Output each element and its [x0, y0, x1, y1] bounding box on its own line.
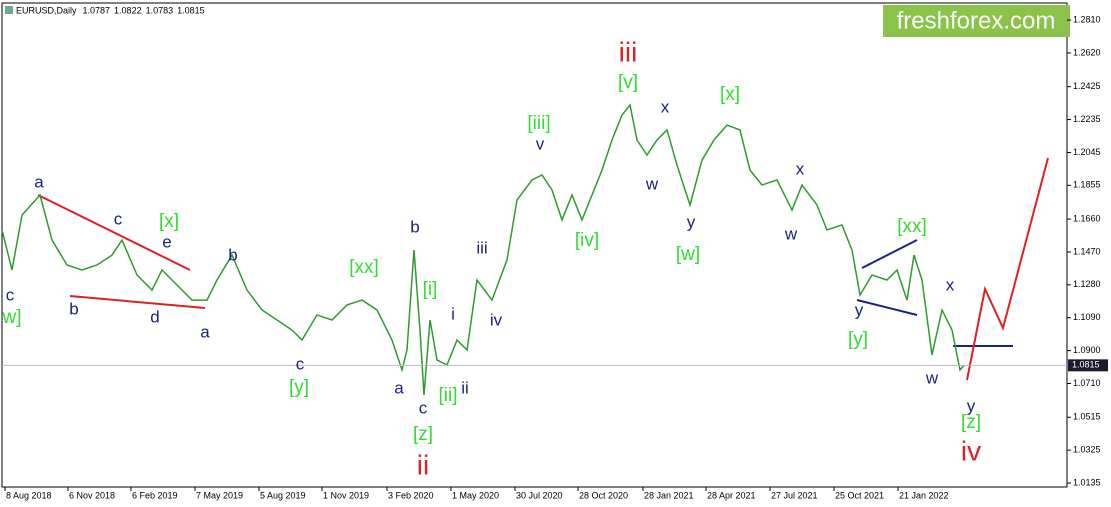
x-tick-label: 21 Jan 2022 — [899, 490, 949, 500]
ohlc-value: 1.0787 — [83, 5, 111, 15]
wave-label: [x] — [159, 211, 179, 232]
wave-label: iii — [619, 36, 638, 67]
y-tick-label: 1.0900 — [1073, 345, 1101, 355]
x-tick-label: 30 Jul 2020 — [516, 490, 563, 500]
symbol: EURUSD,Daily — [16, 5, 77, 15]
y-tick-label: 1.1280 — [1073, 279, 1101, 289]
wave-label: w] — [2, 307, 22, 328]
wave-label: c — [419, 398, 428, 417]
y-tick-label: 1.1660 — [1073, 213, 1101, 223]
x-tick-label: 3 Feb 2020 — [388, 490, 434, 500]
x-tick-label: 1 Nov 2019 — [323, 490, 369, 500]
y-tick-label: 1.1090 — [1073, 312, 1101, 322]
wave-label: iv — [961, 435, 981, 466]
wave-label: [iii] — [527, 113, 550, 134]
trend-line — [861, 239, 918, 269]
x-tick-label: 6 Nov 2018 — [69, 490, 115, 500]
y-tick-label: 1.2045 — [1073, 147, 1101, 157]
x-tick-label: 7 May 2019 — [196, 490, 243, 500]
projection-path — [966, 157, 1049, 381]
wave-label: a — [34, 173, 44, 192]
trend-line — [856, 299, 918, 316]
wave-label: [xx] — [349, 257, 379, 278]
wave-label: iv — [490, 311, 503, 330]
wave-label: [y] — [289, 377, 309, 398]
y-tick-label: 1.0325 — [1073, 445, 1101, 455]
x-tick-label: 6 Feb 2019 — [132, 490, 178, 500]
wave-label: [z] — [961, 412, 981, 433]
wave-label: y — [687, 213, 696, 232]
last-price-label: 1.0815 — [1072, 360, 1100, 370]
y-tick-label: 1.2425 — [1073, 81, 1101, 91]
watermark-box — [883, 5, 1070, 37]
plot-frame — [1, 2, 1068, 488]
watermark: freshforex.com — [897, 7, 1056, 34]
x-tick-label: 28 Jan 2021 — [644, 490, 694, 500]
y-tick-label: 1.0515 — [1073, 412, 1101, 422]
last-price-box — [1068, 359, 1108, 372]
trend-line — [37, 194, 191, 271]
wave-label: w — [645, 174, 659, 193]
x-tick-label: 27 Jul 2021 — [771, 490, 818, 500]
drawings — [37, 157, 1049, 381]
ohlc-value: 1.0783 — [146, 5, 174, 15]
wave-label: c — [6, 285, 15, 304]
wave-label: v — [536, 134, 545, 153]
x-tick-label: 1 May 2020 — [452, 490, 499, 500]
x-tick-label: 25 Oct 2021 — [835, 490, 884, 500]
wave-label: w — [925, 368, 939, 387]
wave-label: x — [661, 97, 670, 116]
y-tick-label: 1.2620 — [1073, 47, 1101, 57]
wave-label: b — [228, 245, 237, 264]
y-tick-label: 1.0710 — [1073, 378, 1101, 388]
wave-label: [y] — [848, 329, 868, 350]
y-tick-label: 1.0135 — [1073, 477, 1101, 487]
wave-label: ii — [461, 379, 469, 398]
wave-label: a — [394, 379, 404, 398]
ohlc-value: 1.0815 — [177, 5, 205, 15]
wave-label: [xx] — [897, 216, 927, 237]
wave-label: x — [796, 160, 805, 179]
wave-label: x — [946, 276, 955, 295]
symbol-icon — [5, 6, 13, 14]
wave-label: i — [451, 304, 455, 323]
trend-line — [69, 295, 206, 309]
wave-label: e — [162, 232, 171, 251]
wave-label: w — [784, 224, 798, 243]
ohlc-value: 1.0822 — [114, 5, 142, 15]
wave-label: ii — [417, 449, 429, 480]
wave-label: b — [410, 218, 419, 237]
wave-label: [w] — [676, 244, 700, 265]
price-line — [1, 103, 965, 395]
wave-label: [ii] — [439, 385, 458, 406]
wave-label: [iv] — [575, 230, 599, 251]
wave-label: y — [967, 397, 976, 416]
wave-label: d — [150, 308, 159, 327]
y-tick-label: 1.2235 — [1073, 114, 1101, 124]
x-tick-label: 28 Oct 2020 — [579, 490, 628, 500]
wave-label: iii — [476, 239, 487, 258]
x-tick-label: 8 Aug 2018 — [6, 490, 52, 500]
wave-label: [z] — [413, 424, 433, 445]
header: EURUSD,Daily — [5, 5, 77, 15]
wave-label: b — [69, 299, 78, 318]
y-tick-label: 1.1855 — [1073, 180, 1101, 190]
wave-label: [v] — [618, 72, 638, 93]
wave-label: c — [296, 354, 305, 373]
wave-label: c — [114, 209, 123, 228]
x-tick-label: 28 Apr 2021 — [707, 490, 756, 500]
y-tick-label: 1.1470 — [1073, 246, 1101, 256]
wave-label: [i] — [423, 279, 438, 300]
y-tick-label: 1.2810 — [1073, 14, 1101, 24]
x-tick-label: 5 Aug 2019 — [260, 490, 306, 500]
wave-label: [x] — [720, 84, 740, 105]
wave-label: y — [855, 300, 864, 319]
wave-label: a — [200, 322, 210, 341]
